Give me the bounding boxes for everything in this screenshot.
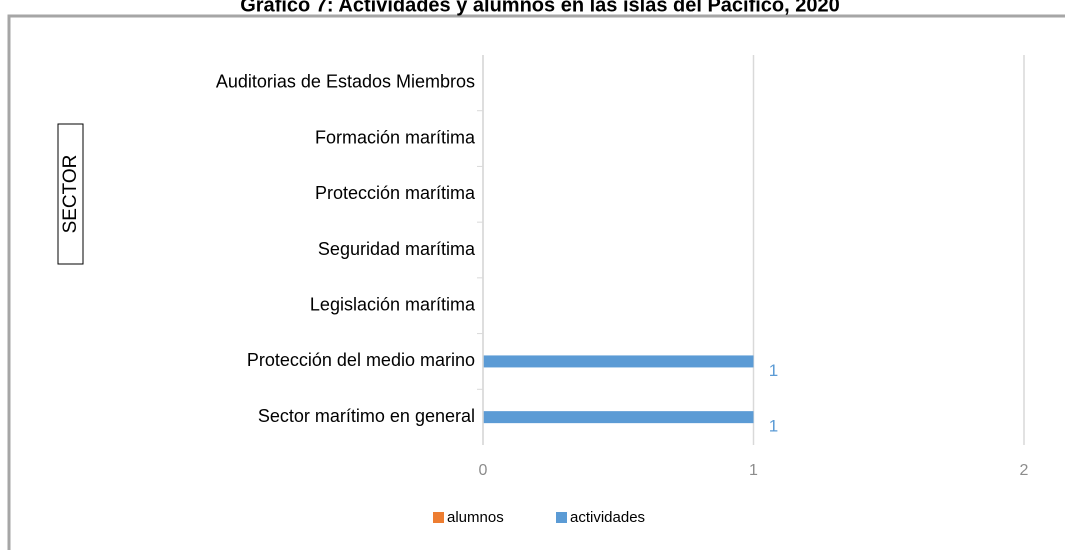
y-tick-label: Protección marítima — [315, 183, 476, 203]
legend-swatch — [556, 512, 567, 523]
legend-label: alumnos — [447, 509, 504, 526]
frame — [7, 14, 1065, 550]
y-tick-label: Auditorias de Estados Miembros — [216, 72, 475, 92]
legend-label: actividades — [570, 509, 645, 526]
y-label-box — [57, 123, 84, 265]
data-label: 1 — [769, 361, 778, 380]
y-tick-label: Legislación marítima — [310, 294, 476, 314]
y-axis-label: SECTOR — [60, 155, 81, 234]
bar — [483, 411, 754, 424]
x-tick-label: 0 — [479, 462, 488, 479]
x-tick-label: 1 — [749, 462, 758, 479]
data-label: 1 — [769, 417, 778, 436]
chart-title: Gráfico 7: Actividades y alumnos en las … — [240, 0, 840, 16]
y-tick-label: Protección del medio marino — [247, 350, 475, 370]
bar — [483, 355, 754, 368]
x-tick-label: 2 — [1020, 462, 1029, 479]
y-tick-label: Seguridad marítima — [318, 239, 476, 259]
y-tick-label: Formación marítima — [315, 127, 476, 147]
legend-swatch — [433, 512, 444, 523]
y-tick-label: Sector marítimo en general — [258, 406, 475, 426]
